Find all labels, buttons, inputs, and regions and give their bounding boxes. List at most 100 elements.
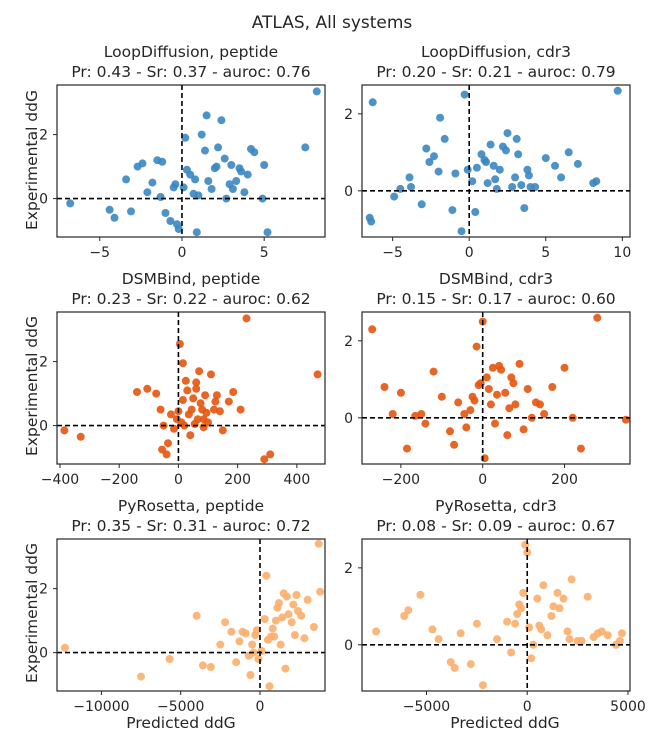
scatter-point xyxy=(425,158,434,166)
scatter-point xyxy=(165,655,174,663)
scatter-points xyxy=(60,314,322,464)
scatter-point xyxy=(313,370,322,379)
scatter-point xyxy=(540,410,549,418)
scatter-point xyxy=(466,660,475,669)
scatter-point xyxy=(446,427,454,436)
scatter-point xyxy=(480,454,489,463)
scatter-point xyxy=(434,635,443,644)
scatter-point xyxy=(211,397,220,406)
scatter-point xyxy=(197,130,206,139)
scatter-point xyxy=(227,627,236,636)
scatter-point xyxy=(495,165,504,174)
scatter-points xyxy=(60,539,325,691)
scatter-point xyxy=(565,635,574,644)
scatter-point xyxy=(266,450,275,459)
scatter-point xyxy=(260,161,269,169)
panel-metrics: Pr: 0.43 - Sr: 0.37 - auroc: 0.76 xyxy=(71,63,310,81)
scatter-point xyxy=(460,90,469,99)
scatter-point xyxy=(300,634,309,643)
scatter-point xyxy=(503,617,512,626)
x-tick-label: −5000 xyxy=(157,699,204,715)
scatter-point xyxy=(227,161,236,169)
panel-title: PyRosetta, cdr3 xyxy=(435,497,557,515)
scatter-point xyxy=(531,183,540,191)
scatter-point xyxy=(178,359,187,368)
scatter-point xyxy=(440,134,449,143)
scatter-point xyxy=(621,415,630,424)
scatter-point xyxy=(486,140,495,149)
x-tick-label: −5 xyxy=(89,245,110,261)
scatter-point xyxy=(143,384,152,393)
scatter-point xyxy=(517,604,526,613)
scatter-point xyxy=(137,672,145,681)
y-tick-label: 2 xyxy=(39,128,48,144)
scatter-point xyxy=(316,587,325,596)
scatter-point xyxy=(297,611,306,620)
scatter-point xyxy=(278,613,287,622)
scatter-point xyxy=(603,631,612,640)
scatter-point xyxy=(551,161,559,170)
scatter-point xyxy=(437,392,446,401)
x-tick-label: −5 xyxy=(382,245,403,261)
y-tick-label: 0 xyxy=(344,411,353,427)
scatter-point xyxy=(161,209,170,217)
y-tick-label: 2 xyxy=(344,334,353,350)
scatter-point xyxy=(263,228,272,237)
scatter-point xyxy=(537,625,546,634)
scatter-point xyxy=(524,171,533,180)
scatter-point xyxy=(260,455,269,464)
x-tick-label: −10000 xyxy=(73,699,129,715)
scatter-point xyxy=(407,183,415,191)
scatter-point xyxy=(563,627,572,636)
scatter-point xyxy=(191,175,200,184)
scatter-point xyxy=(523,548,532,557)
scatter-point xyxy=(525,623,534,632)
scatter-point xyxy=(232,177,241,185)
scatter-point xyxy=(281,664,290,673)
scatter-point xyxy=(192,384,201,393)
scatter-point xyxy=(242,314,251,323)
scatter-point xyxy=(217,116,226,125)
x-tick-label: 10 xyxy=(613,245,631,261)
scatter-points xyxy=(66,87,321,237)
panel-metrics: Pr: 0.23 - Sr: 0.22 - auroc: 0.62 xyxy=(71,290,310,308)
plot-frame xyxy=(56,311,326,465)
x-tick-label: 0 xyxy=(177,245,186,261)
scatter-point xyxy=(417,200,426,209)
scatter-point xyxy=(198,661,207,670)
x-tick-label: 200 xyxy=(224,472,251,488)
scatter-points xyxy=(368,313,630,463)
scatter-point xyxy=(567,575,576,584)
scatter-point xyxy=(195,367,204,376)
scatter-point xyxy=(493,635,501,644)
scatter-point xyxy=(164,439,172,448)
scatter-point xyxy=(400,612,409,620)
scatter-point xyxy=(287,618,296,627)
scatter-point xyxy=(505,404,514,413)
panel-metrics: Pr: 0.20 - Sr: 0.21 - auroc: 0.79 xyxy=(376,63,615,81)
scatter-point xyxy=(193,415,202,424)
scatter-point xyxy=(248,640,257,649)
scatter-point xyxy=(508,183,517,191)
panel-loopdiffusion-peptide: LoopDiffusion, peptide Pr: 0.43 - Sr: 0.3… xyxy=(39,43,326,261)
scatter-point xyxy=(105,205,114,214)
x-axis-label-left: Predicted ddG xyxy=(126,714,235,732)
scatter-point xyxy=(430,152,438,161)
panel-title: DSMBind, cdr3 xyxy=(439,270,553,288)
scatter-point xyxy=(273,603,282,612)
scatter-point xyxy=(564,148,573,157)
scatter-point xyxy=(489,161,498,170)
scatter-point xyxy=(517,181,526,190)
scatter-point xyxy=(268,624,277,633)
scatter-point xyxy=(174,225,183,233)
scatter-point xyxy=(257,647,266,655)
scatter-point xyxy=(527,654,536,663)
scatter-point xyxy=(110,213,119,222)
scatter-point xyxy=(262,571,271,580)
scatter-point xyxy=(271,616,280,625)
x-tick-label: −200 xyxy=(382,472,420,488)
scatter-point xyxy=(512,134,521,143)
scatter-point xyxy=(192,611,201,620)
panel-metrics: Pr: 0.35 - Sr: 0.31 - auroc: 0.72 xyxy=(71,517,310,535)
scatter-point xyxy=(484,385,493,393)
